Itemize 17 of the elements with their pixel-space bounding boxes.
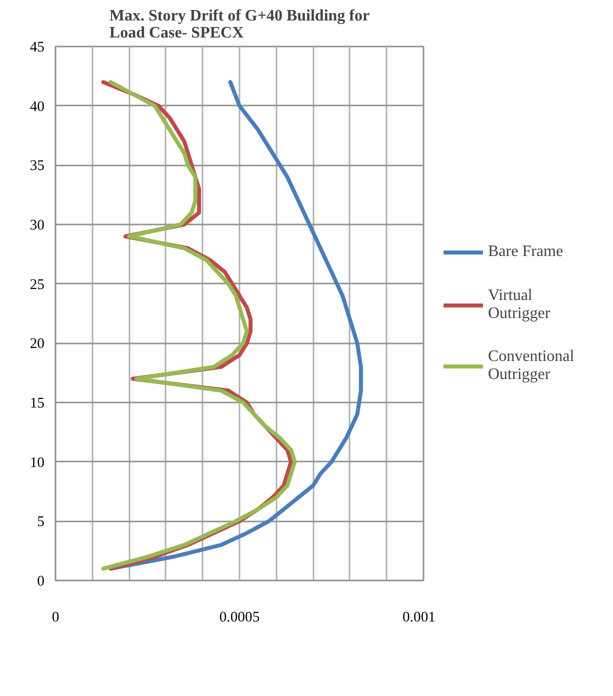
x-tick-label: 0.0005 bbox=[219, 610, 260, 626]
y-tick-label: 10 bbox=[30, 454, 44, 471]
y-tick-label: 40 bbox=[30, 98, 44, 115]
y-tick-label: 45 bbox=[30, 40, 44, 56]
legend-label: Bare Frame bbox=[488, 243, 564, 261]
y-tick-label: 20 bbox=[30, 336, 44, 352]
y-tick-label: 15 bbox=[30, 396, 44, 412]
y-tick-label: 35 bbox=[30, 158, 44, 174]
legend-label: Virtual Outrigger bbox=[488, 287, 550, 323]
y-tick-label: 0 bbox=[37, 574, 44, 590]
y-tick-label: 25 bbox=[30, 276, 44, 293]
x-tick-label: 0 bbox=[52, 610, 60, 626]
x-tick-label: 0.001 bbox=[402, 610, 436, 626]
y-tick-label: 30 bbox=[30, 218, 44, 234]
chart-title: Max. Story Drift of G+40 Building for Load Case- SPECX bbox=[109, 8, 370, 42]
legend-label: Conventional Outrigger bbox=[488, 348, 574, 384]
y-tick-label: 5 bbox=[37, 514, 44, 530]
